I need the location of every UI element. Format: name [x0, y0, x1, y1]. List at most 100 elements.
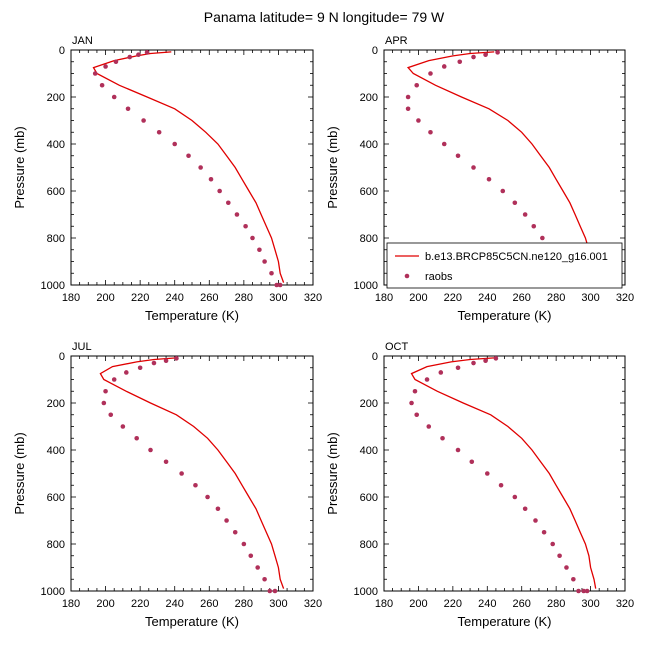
raobs-point: [144, 50, 150, 55]
x-tick-label: 220: [131, 292, 149, 304]
y-axis-title: Pressure (mb): [12, 432, 27, 514]
raobs-point: [522, 506, 528, 512]
raobs-point: [564, 565, 569, 570]
x-tick-label: 280: [547, 292, 565, 304]
y-tick-label: 600: [47, 186, 65, 198]
y-tick-label: 0: [372, 351, 378, 363]
x-tick-label: 320: [616, 598, 634, 610]
raobs-point: [217, 188, 222, 194]
raobs-point: [137, 365, 143, 371]
raobs-point: [174, 356, 179, 361]
y-tick-label: 600: [47, 492, 65, 504]
raobs-point: [241, 541, 247, 547]
y-tick-label: 400: [47, 139, 65, 151]
raobs-point: [471, 54, 476, 60]
model-profile-line: [410, 357, 597, 589]
raobs-point: [120, 424, 126, 429]
raobs-point: [483, 358, 488, 364]
figure-title: Panama latitude= 9 N longitude= 79 W: [204, 9, 445, 25]
y-tick-label: 0: [372, 45, 378, 57]
x-axis-title: Temperature (K): [458, 614, 552, 629]
raobs-point: [262, 576, 267, 582]
x-tick-label: 220: [444, 598, 462, 610]
legend-raobs-label: raobs: [425, 271, 453, 283]
x-tick-label: 260: [200, 598, 218, 610]
panel-oct: 180 200 220 240 260 280 300 320 0 200 400 600 800 100…: [325, 341, 634, 629]
raobs-point: [113, 59, 119, 65]
x-tick-label: 320: [304, 292, 322, 304]
raobs-point: [215, 506, 221, 512]
raobs-point: [232, 529, 238, 535]
raobs-point: [438, 370, 444, 375]
y-tick-label: 200: [360, 398, 378, 410]
y-tick-label: 200: [47, 398, 65, 410]
x-axis-title: Temperature (K): [458, 308, 552, 323]
raobs-point: [269, 270, 274, 276]
raobs-point: [111, 377, 117, 382]
raobs-point: [571, 576, 576, 582]
y-axis-title: Pressure (mb): [325, 432, 340, 514]
raobs-point: [111, 94, 117, 100]
raobs-point: [440, 435, 445, 441]
raobs-point: [243, 223, 248, 229]
x-tick-label: 180: [62, 598, 80, 610]
raobs-point: [581, 588, 586, 594]
raobs-point: [531, 223, 537, 229]
raobs-point: [125, 106, 131, 112]
raobs-point: [498, 482, 504, 488]
raobs-point: [405, 106, 411, 112]
raobs-point: [257, 247, 262, 253]
raobs-point: [483, 52, 488, 57]
y-tick-label: 1000: [354, 280, 378, 292]
x-tick-label: 220: [131, 598, 149, 610]
x-tick-label: 260: [513, 598, 531, 610]
raobs-point: [103, 64, 108, 69]
y-tick-label: 400: [360, 445, 378, 457]
raobs-point: [205, 494, 210, 500]
x-tick-label: 180: [375, 292, 393, 304]
raobs-point: [500, 188, 506, 194]
raobs-point: [426, 424, 432, 429]
y-tick-label: 600: [360, 492, 378, 504]
legend-box: [386, 242, 623, 289]
raobs-point: [576, 588, 581, 594]
raobs-point: [409, 400, 414, 406]
x-tick-label: 300: [581, 598, 599, 610]
x-tick-label: 240: [478, 292, 496, 304]
legend-raobs-swatch: [404, 273, 410, 279]
raobs-point: [151, 360, 157, 366]
y-axis-title: Pressure (mb): [12, 126, 27, 208]
raobs-point: [533, 518, 538, 523]
raobs-point: [226, 200, 231, 206]
y-tick-label: 600: [360, 186, 378, 198]
raobs-point: [127, 54, 133, 60]
panel-label: JAN: [72, 35, 93, 47]
x-tick-label: 320: [304, 598, 322, 610]
raobs-point: [262, 259, 267, 264]
raobs-point: [136, 52, 141, 57]
raobs-point: [272, 588, 278, 594]
raobs-point: [486, 176, 492, 182]
x-tick-label: 300: [269, 292, 287, 304]
y-tick-label: 0: [59, 45, 65, 57]
raobs-point: [557, 553, 562, 559]
raobs-point: [148, 447, 153, 453]
x-tick-label: 240: [166, 598, 184, 610]
x-tick-label: 280: [235, 292, 253, 304]
raobs-point: [455, 447, 461, 453]
raobs-point: [141, 118, 146, 123]
raobs-point: [224, 518, 229, 523]
y-tick-label: 400: [47, 445, 65, 457]
raobs-point: [255, 565, 260, 570]
y-tick-label: 1000: [41, 280, 65, 292]
raobs-point: [457, 59, 463, 65]
raobs-point: [540, 235, 545, 241]
panel-label: JUL: [72, 341, 92, 353]
raobs-point: [484, 471, 490, 476]
x-tick-label: 200: [409, 598, 427, 610]
x-tick-label: 200: [96, 598, 114, 610]
y-tick-label: 200: [360, 92, 378, 104]
model-profile-line: [92, 51, 285, 283]
raobs-point: [512, 494, 518, 500]
